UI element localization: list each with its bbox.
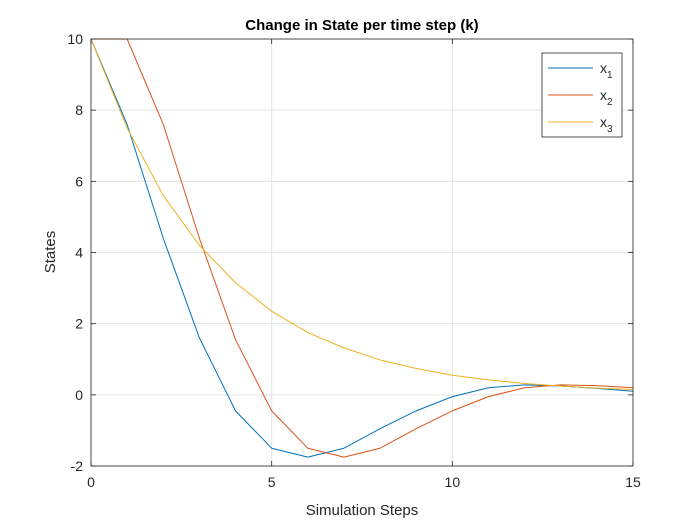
x-tick-label: 10 xyxy=(445,474,461,490)
series-line-x3 xyxy=(90,38,634,390)
series-line-x1 xyxy=(90,38,634,458)
legend-label-x2: x2 xyxy=(600,87,613,108)
y-tick-label: 4 xyxy=(75,245,83,261)
y-tick-label: 6 xyxy=(75,173,83,189)
series-line-x2 xyxy=(91,38,634,458)
y-tick-label: 10 xyxy=(67,31,83,47)
series-layer xyxy=(90,38,634,458)
x-axis-label: Simulation Steps xyxy=(306,502,419,519)
y-tick-label: -2 xyxy=(71,458,84,474)
x-tick-label: 15 xyxy=(625,474,641,490)
x-tick-label: 5 xyxy=(268,474,276,490)
y-tick-label: 2 xyxy=(75,316,83,332)
legend-label-x1: x1 xyxy=(600,60,613,81)
y-tick-label: 8 xyxy=(75,102,83,118)
legend: x1 x2 x3 xyxy=(541,52,623,138)
tick-marks xyxy=(90,38,634,467)
y-tick-label: 0 xyxy=(75,387,83,403)
x-tick-label: 0 xyxy=(87,474,95,490)
legend-label-x3: x3 xyxy=(600,114,613,135)
y-axis-label: States xyxy=(42,231,59,274)
chart-title: Change in State per time step (k) xyxy=(245,17,478,34)
